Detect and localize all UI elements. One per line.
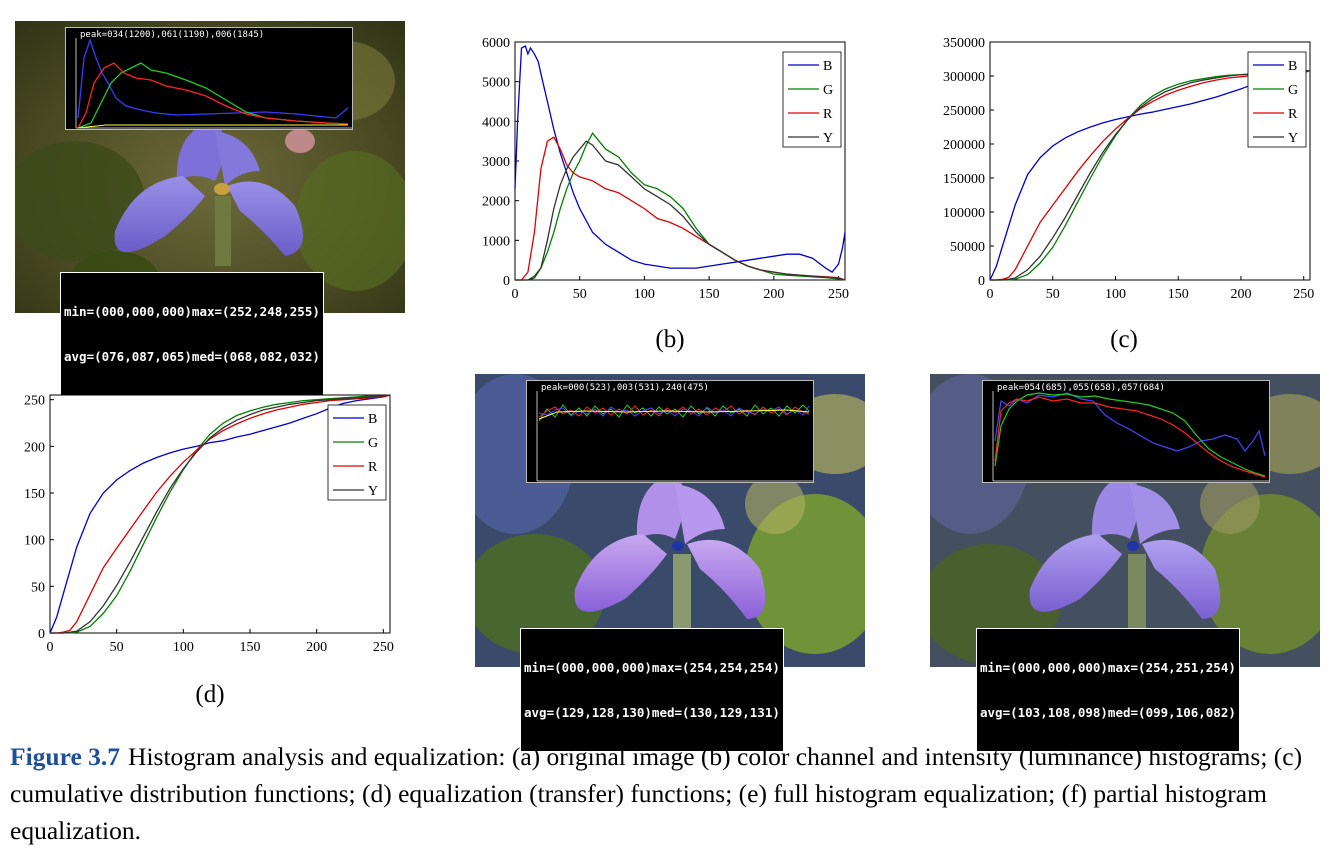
- x-tick-label: 0: [512, 287, 519, 302]
- x-tick-label: 200: [1230, 287, 1251, 302]
- x-tick-label: 100: [634, 287, 655, 302]
- y-tick-label: 6000: [482, 36, 510, 51]
- legend-label: Y: [823, 131, 833, 146]
- x-tick-label: 250: [1293, 287, 1314, 302]
- legend-label: Y: [368, 484, 378, 499]
- x-tick-label: 250: [828, 287, 849, 302]
- peak-text: peak=034(1200),061(1190),006(1845): [80, 30, 265, 40]
- x-tick-label: 200: [763, 287, 784, 302]
- histogram-inset-a: peak=034(1200),061(1190),006(1845): [65, 27, 353, 130]
- stats-line-avgmed: avg=(103,108,098)med=(099,106,082): [980, 705, 1236, 720]
- series-line-G: [50, 394, 391, 634]
- y-tick-label: 200000: [943, 138, 985, 153]
- histogram-inset-e: peak=000(523),003(531),240(475): [526, 380, 814, 483]
- legend-label: G: [1288, 83, 1298, 98]
- cdf-chart: 0 50 100 150 200 250 0 50000 100000 150000 200000 2…: [943, 36, 1314, 302]
- peak-text: peak=054(685),055(658),057(684): [997, 383, 1165, 393]
- x-tick-label: 50: [110, 640, 124, 655]
- sublabel-a: (a): [196, 326, 224, 353]
- x-tick-label: 50: [573, 287, 587, 302]
- series-line-B: [514, 45, 846, 273]
- x-tick-label: 200: [306, 640, 327, 655]
- x-tick-label: 100: [173, 640, 194, 655]
- peak-text: peak=000(523),003(531),240(475): [541, 383, 709, 393]
- sublabel-f: (f): [1111, 681, 1137, 708]
- x-tick-label: 150: [240, 640, 261, 655]
- sublabel-c: (c): [1110, 326, 1138, 353]
- histogram-inset-f: peak=054(685),055(658),057(684): [982, 380, 1270, 483]
- y-tick-label: 50000: [950, 240, 985, 255]
- x-tick-label: 50: [1046, 287, 1060, 302]
- x-tick-label: 100: [1105, 287, 1126, 302]
- legend-box: [782, 51, 842, 148]
- series-line-G: [515, 132, 846, 281]
- y-tick-label: 200: [24, 440, 45, 455]
- stats-box-f: min=(000,000,000)max=(254,251,254) avg=(…: [976, 628, 1240, 752]
- y-tick-label: 250: [24, 394, 45, 409]
- x-tick-label: 0: [987, 287, 994, 302]
- y-tick-label: 350000: [943, 36, 985, 51]
- stats-box-e: min=(000,000,000)max=(254,254,254) avg=(…: [520, 628, 784, 752]
- y-tick-label: 5000: [482, 76, 510, 91]
- figure-caption: Figure 3.7 Histogram analysis and equaliz…: [10, 738, 1310, 849]
- series-line-Y: [515, 140, 846, 281]
- y-tick-label: 1000: [482, 234, 510, 249]
- legend-label: R: [1288, 107, 1298, 122]
- legend-label: G: [368, 436, 378, 451]
- x-tick-label: 150: [699, 287, 720, 302]
- sublabel-d: (d): [195, 681, 225, 708]
- legend-box: [327, 404, 387, 501]
- y-tick-label: 2000: [482, 195, 510, 210]
- figure-number: Figure 3.7: [10, 742, 121, 771]
- histogram-chart: 0 50 100 150 200 250 0 1000 2000 3000 4000 5000 6000…: [482, 36, 849, 302]
- x-tick-label: 250: [373, 640, 394, 655]
- y-tick-label: 150000: [943, 172, 985, 187]
- stats-line-minmax: min=(000,000,000)max=(252,248,255): [64, 304, 320, 319]
- series-line-R: [50, 394, 391, 634]
- legend-label: B: [368, 412, 377, 427]
- y-tick-label: 0: [503, 274, 510, 289]
- y-tick-label: 0: [38, 627, 45, 642]
- legend-label: Y: [1288, 131, 1298, 146]
- stats-line-minmax: min=(000,000,000)max=(254,251,254): [980, 660, 1236, 675]
- stats-box-a: min=(000,000,000)max=(252,248,255) avg=(…: [60, 272, 324, 396]
- series-line-Y: [50, 394, 391, 634]
- stats-line-avgmed: avg=(129,128,130)med=(130,129,131): [524, 705, 780, 720]
- sublabel-e: (e): [656, 681, 684, 708]
- sublabel-b: (b): [655, 326, 685, 353]
- y-tick-label: 100: [24, 534, 45, 549]
- caption-text: Histogram analysis and equalization: (a)…: [10, 742, 1303, 845]
- y-tick-label: 300000: [943, 70, 985, 85]
- legend-label: B: [823, 59, 832, 74]
- y-tick-label: 3000: [482, 155, 510, 170]
- x-tick-label: 0: [47, 640, 54, 655]
- y-tick-label: 4000: [482, 115, 510, 130]
- y-tick-label: 0: [978, 274, 985, 289]
- y-tick-label: 50: [31, 580, 45, 595]
- legend-label: G: [823, 83, 833, 98]
- legend-box: [1247, 51, 1307, 148]
- y-tick-label: 150: [24, 487, 45, 502]
- y-tick-label: 250000: [943, 104, 985, 119]
- x-tick-label: 150: [1168, 287, 1189, 302]
- legend-label: R: [823, 107, 833, 122]
- stats-line-minmax: min=(000,000,000)max=(254,254,254): [524, 660, 780, 675]
- legend-label: B: [1288, 59, 1297, 74]
- y-tick-label: 100000: [943, 206, 985, 221]
- stats-line-avgmed: avg=(076,087,065)med=(068,082,032): [64, 349, 320, 364]
- legend-label: R: [368, 460, 378, 475]
